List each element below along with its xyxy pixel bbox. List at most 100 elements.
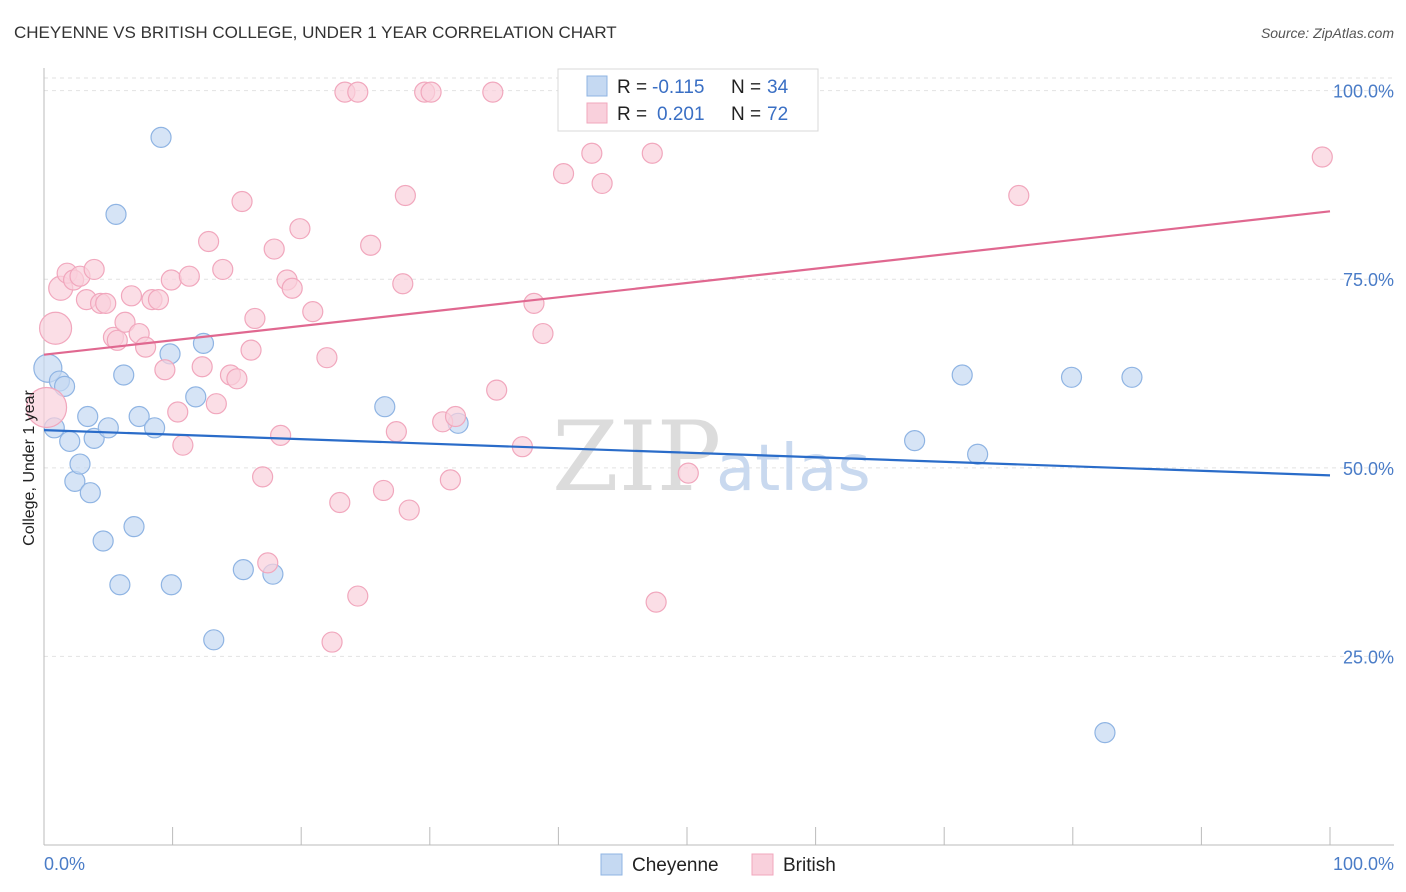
point-cheyenne: [150, 126, 172, 149]
stats-r-label-british: R =: [617, 104, 647, 125]
trendlines: [43, 210, 1331, 477]
point-british: [191, 356, 213, 378]
point-british: [212, 258, 234, 281]
point-british: [444, 405, 467, 428]
point-cheyenne: [374, 396, 396, 418]
point-cheyenne: [113, 364, 135, 386]
point-cheyenne: [109, 574, 131, 596]
point-cheyenne: [77, 405, 99, 428]
point-british: [270, 424, 292, 446]
point-british: [420, 81, 442, 103]
point-cheyenne: [105, 203, 127, 225]
point-british: [83, 258, 105, 281]
stats-r-value-british: 0.201: [657, 104, 705, 125]
chart-title: CHEYENNE VS BRITISH COLLEGE, UNDER 1 YEA…: [14, 23, 617, 42]
point-british: [289, 218, 311, 240]
point-british: [198, 230, 220, 253]
stats-swatch-british: [586, 102, 608, 124]
point-british: [645, 591, 667, 613]
point-british: [372, 479, 395, 502]
y-axis-label: College, Under 1 year: [21, 390, 38, 546]
point-cheyenne: [128, 405, 150, 428]
stats-r-value-cheyenne: -0.115: [652, 77, 704, 98]
point-british: [263, 238, 285, 260]
point-british: [552, 163, 575, 185]
point-british: [178, 265, 200, 287]
point-british: [134, 336, 157, 358]
legend-swatch-cheyenne: [600, 853, 623, 876]
point-british: [329, 491, 351, 514]
point-british: [347, 585, 369, 607]
point-british: [385, 421, 407, 443]
point-cheyenne: [1094, 721, 1116, 744]
point-british: [347, 81, 369, 103]
y-tick-label-25: 25.0%: [1343, 647, 1394, 667]
trendline-british: [43, 210, 1331, 356]
legend-label-british: British: [783, 855, 836, 876]
y-tick-labels: 25.0% 50.0% 75.0% 100.0%: [1333, 82, 1394, 668]
point-british: [120, 285, 143, 307]
point-british: [226, 368, 248, 390]
point-british: [360, 234, 382, 256]
point-cheyenne: [53, 375, 76, 397]
point-cheyenne: [83, 427, 105, 449]
point-british: [486, 379, 508, 401]
point-cheyenne: [185, 386, 207, 408]
stats-swatch-cheyenne: [586, 75, 608, 97]
point-british: [1008, 184, 1030, 207]
y-tick-label-75: 75.0%: [1343, 270, 1394, 290]
point-british: [147, 288, 170, 311]
point-british: [394, 184, 416, 207]
x-tick-label-min: 0.0%: [44, 854, 85, 874]
point-british: [439, 469, 461, 491]
stats-n-label-british: N =: [731, 104, 761, 125]
stats-legend: R = -0.115 N = 34 R = 0.201 N = 72: [557, 68, 819, 132]
legend-label-cheyenne: Cheyenne: [632, 855, 719, 876]
point-british: [321, 631, 343, 653]
point-british: [677, 462, 699, 484]
axes: [43, 68, 1394, 846]
point-british: [392, 273, 414, 295]
point-cheyenne: [160, 574, 182, 596]
point-british: [641, 142, 663, 164]
x-tick-label-max: 100.0%: [1333, 854, 1394, 874]
point-british: [252, 466, 274, 488]
point-british: [591, 172, 613, 195]
bottom-legend: Cheyenne British: [600, 853, 836, 876]
point-cheyenne: [92, 530, 114, 552]
watermark-zip: ZIP: [552, 401, 721, 513]
y-tick-label-50: 50.0%: [1343, 459, 1394, 479]
point-cheyenne: [123, 516, 145, 538]
point-british: [160, 269, 182, 291]
point-british: [482, 81, 504, 103]
point-cheyenne: [59, 430, 81, 453]
point-british: [523, 292, 545, 314]
point-cheyenne: [1121, 366, 1143, 388]
point-british: [25, 386, 68, 429]
y-tick-label-100: 100.0%: [1333, 82, 1394, 102]
point-cheyenne: [79, 482, 101, 504]
point-cheyenne: [967, 443, 989, 465]
point-cheyenne: [904, 430, 926, 452]
series-british-points: [25, 81, 1333, 653]
point-cheyenne: [203, 629, 225, 651]
point-british: [240, 339, 262, 361]
point-british: [581, 142, 603, 164]
x-tick-marks: [43, 827, 1331, 845]
point-british: [398, 499, 420, 521]
point-british: [205, 393, 227, 415]
point-british: [302, 301, 324, 323]
chart-source: Source: ZipAtlas.com: [1261, 25, 1394, 41]
stats-n-value-cheyenne: 34: [767, 77, 789, 98]
point-british: [172, 434, 194, 456]
point-british: [114, 311, 136, 333]
point-british: [1311, 146, 1333, 168]
point-cheyenne: [69, 453, 91, 475]
point-british: [316, 347, 338, 369]
point-british: [167, 401, 189, 423]
point-british: [257, 552, 279, 574]
point-cheyenne: [97, 417, 119, 439]
point-cheyenne: [1060, 366, 1083, 388]
point-british: [532, 322, 554, 345]
